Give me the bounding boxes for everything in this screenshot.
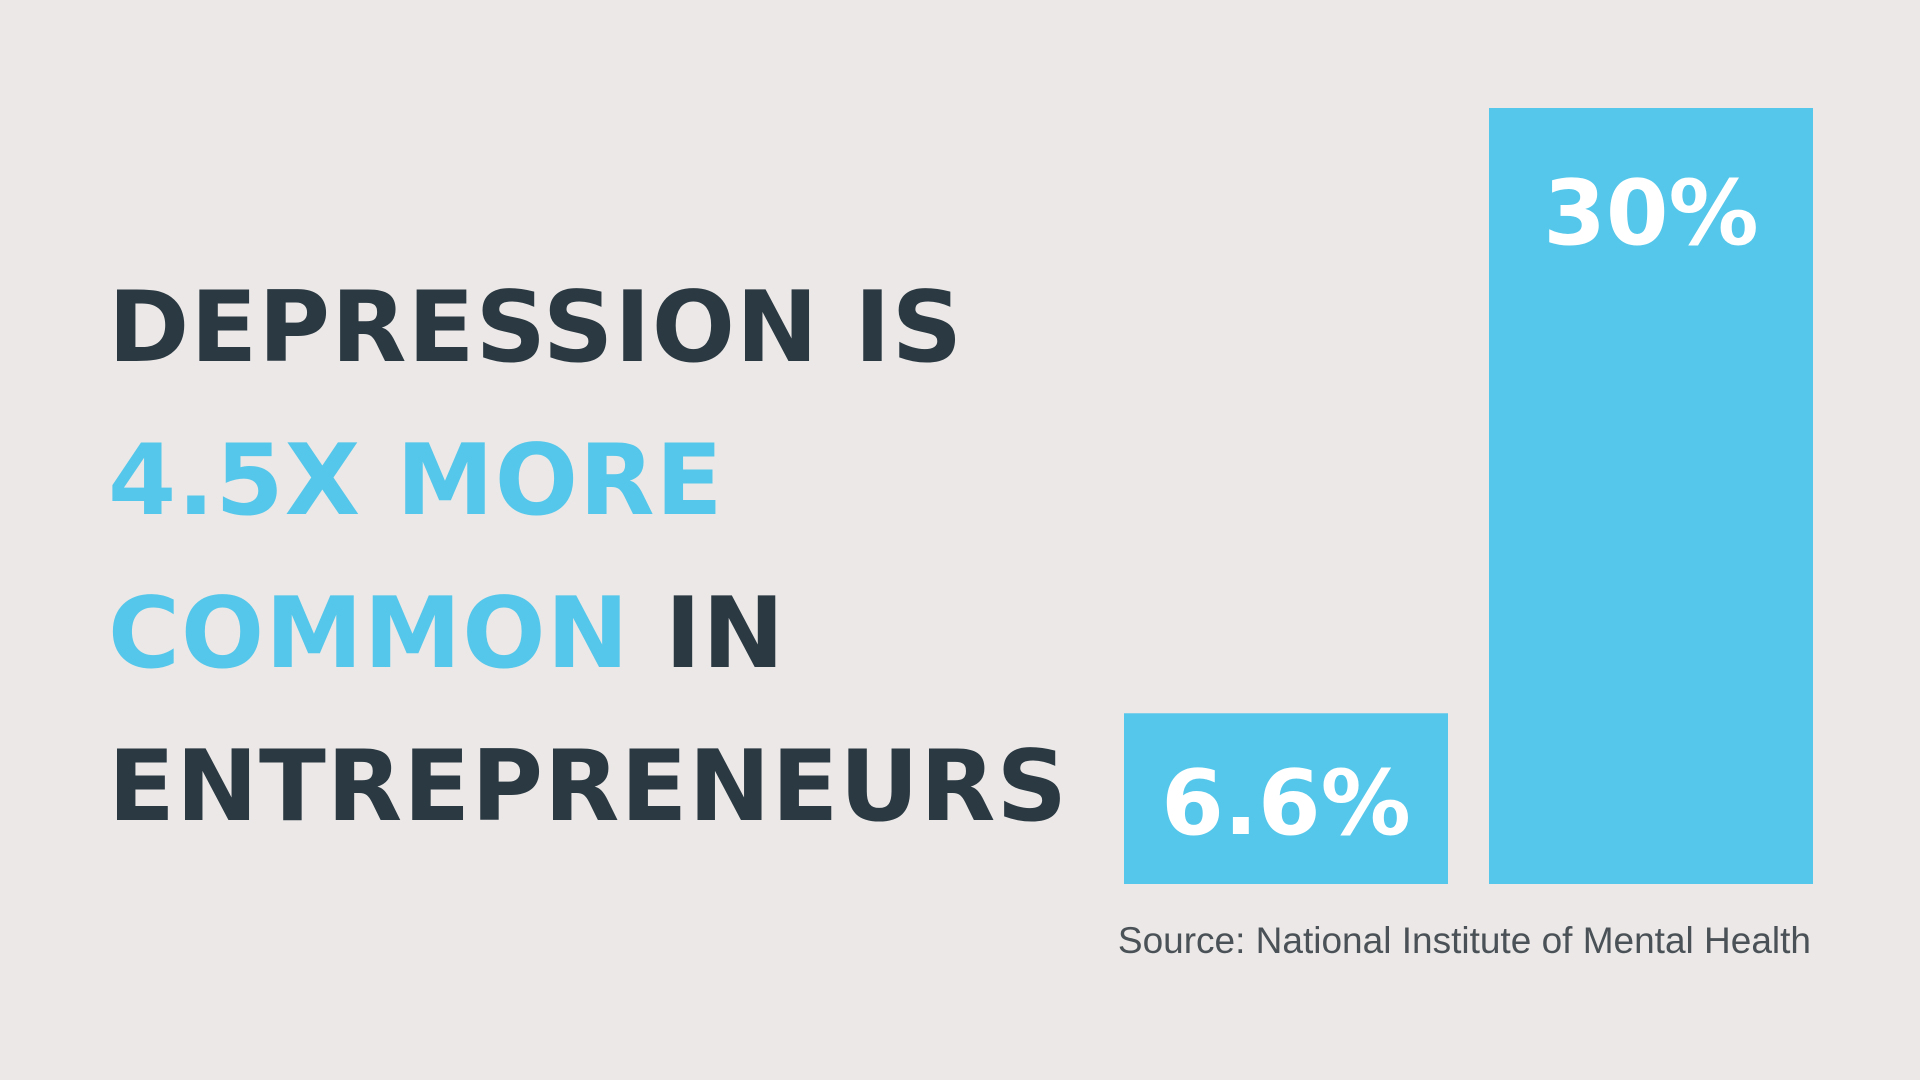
bar-value-label-1: 6.6%	[1161, 751, 1411, 856]
headline-line-2: 4.5X MORE	[108, 424, 724, 538]
headline-accent-word: COMMON	[108, 577, 630, 691]
bar-1	[1124, 713, 1448, 884]
headline-line-4: ENTREPRENEURS	[108, 730, 1069, 844]
headline: DEPRESSION IS 4.5X MORE COMMON IN ENTREP…	[108, 252, 1068, 864]
bar-value-label-2: 30%	[1543, 161, 1758, 266]
headline-line-3: COMMON IN	[108, 558, 1068, 711]
bar-2	[1489, 108, 1813, 884]
headline-line-3-rest: IN	[629, 577, 786, 691]
headline-line-1: DEPRESSION IS	[108, 271, 964, 385]
source-note: Source: National Institute of Mental Hea…	[1117, 920, 1811, 961]
